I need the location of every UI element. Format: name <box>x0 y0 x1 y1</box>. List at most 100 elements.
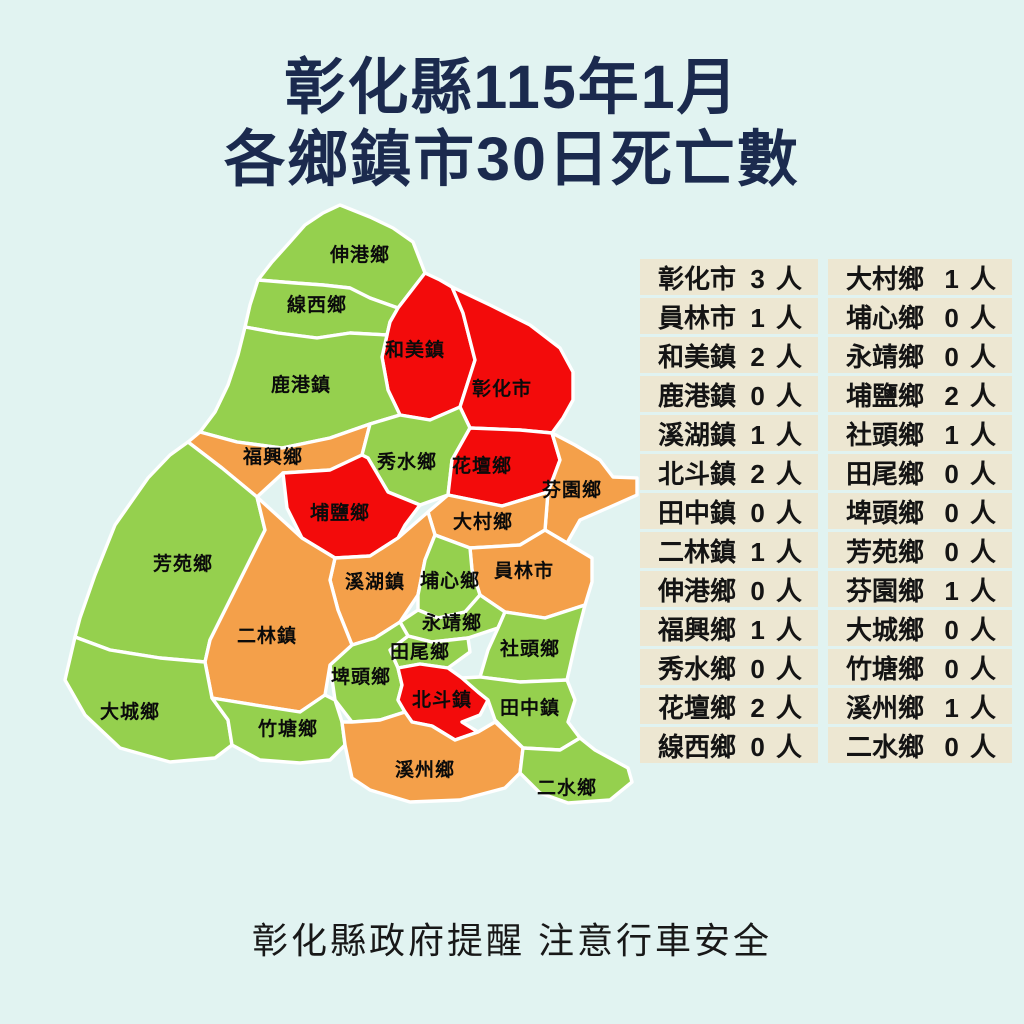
map-label-dacheng: 大城鄉 <box>100 700 160 723</box>
death-count: 0 人 <box>750 731 804 762</box>
death-count: 0 人 <box>944 341 998 372</box>
township-name: 二水鄉 <box>846 731 925 762</box>
map-label-zhutang: 竹塘鄉 <box>257 717 318 740</box>
map-label-shetou: 社頭鄉 <box>499 637 560 660</box>
map-region-ershui <box>518 736 634 805</box>
township-name: 大城鄉 <box>846 614 925 645</box>
map-label-lugang: 鹿港鎮 <box>271 373 331 396</box>
township-name: 大村鄉 <box>846 263 925 294</box>
township-name: 北斗鎮 <box>658 458 737 489</box>
death-count: 1 人 <box>944 263 998 294</box>
table-cell-溪湖鎮: 溪湖鎮 1 人 <box>640 415 818 451</box>
map-label-yuanlin: 員林市 <box>494 559 554 582</box>
table-cell-彰化市: 彰化市 3 人 <box>640 259 818 295</box>
death-count: 0 人 <box>750 380 804 411</box>
map-label-tianzhong: 田中鎮 <box>500 696 560 719</box>
township-name: 彰化市 <box>658 263 737 294</box>
township-name: 溪湖鎮 <box>658 419 737 450</box>
township-name: 埤頭鄉 <box>846 497 925 528</box>
map-label-shengang: 伸港鄉 <box>329 243 390 266</box>
death-count: 0 人 <box>944 731 998 762</box>
table-cell-大村鄉: 大村鄉 1 人 <box>828 259 1012 295</box>
map-region-zhanghua <box>450 285 575 435</box>
table-cell-二水鄉: 二水鄉 0 人 <box>828 727 1012 763</box>
township-name: 永靖鄉 <box>846 341 925 372</box>
table-cell-員林市: 員林市 1 人 <box>640 298 818 334</box>
map-label-xihu: 溪湖鎮 <box>345 570 405 593</box>
death-count: 0 人 <box>944 458 998 489</box>
death-count: 1 人 <box>944 419 998 450</box>
death-count: 0 人 <box>944 614 998 645</box>
table-cell-北斗鎮: 北斗鎮 2 人 <box>640 454 818 490</box>
table-cell-秀水鄉: 秀水鄉 0 人 <box>640 649 818 685</box>
township-name: 芳苑鄉 <box>846 536 925 567</box>
township-name: 社頭鄉 <box>846 419 925 450</box>
township-name: 田中鎮 <box>658 497 737 528</box>
table-cell-大城鄉: 大城鄉 0 人 <box>828 610 1012 646</box>
death-count: 2 人 <box>750 692 804 723</box>
map-label-fangyuan: 芳苑鄉 <box>153 552 213 575</box>
page-title: 彰化縣115年1月 各鄉鎮市30日死亡數 <box>0 52 1024 196</box>
table-cell-伸港鄉: 伸港鄉 0 人 <box>640 571 818 607</box>
table-cell-田中鎮: 田中鎮 0 人 <box>640 493 818 529</box>
map-label-erlin: 二林鎮 <box>237 624 297 647</box>
township-name: 竹塘鄉 <box>846 653 925 684</box>
table-cell-竹塘鄉: 竹塘鄉 0 人 <box>828 649 1012 685</box>
death-count: 0 人 <box>944 302 998 333</box>
death-count: 0 人 <box>750 653 804 684</box>
death-count-table: 彰化市 3 人大村鄉 1 人員林市 1 人埔心鄉 0 人和美鎮 2 人永靖鄉 0 人鹿港鎮 0… <box>640 259 1012 763</box>
table-cell-社頭鄉: 社頭鄉 1 人 <box>828 415 1012 451</box>
township-name: 埔心鄉 <box>846 302 925 333</box>
township-name: 芬園鄉 <box>846 575 925 606</box>
table-cell-溪州鄉: 溪州鄉 1 人 <box>828 688 1012 724</box>
township-name: 秀水鄉 <box>658 653 737 684</box>
table-cell-埔心鄉: 埔心鄉 0 人 <box>828 298 1012 334</box>
map-label-ershui: 二水鄉 <box>537 776 597 799</box>
death-count: 0 人 <box>944 497 998 528</box>
county-map: 伸港鄉線西鄉和美鎮彰化市 鹿港鎮福興鄉 秀水鄉 花壇鄉芬園鄉埔鹽鄉 大村鄉員林市 溪湖鎮埔… <box>63 203 639 805</box>
death-count: 1 人 <box>944 692 998 723</box>
table-cell-線西鄉: 線西鄉 0 人 <box>640 727 818 763</box>
map-label-puxin: 埔心鄉 <box>420 569 480 592</box>
township-name: 員林市 <box>658 302 737 333</box>
township-name: 二林鎮 <box>658 536 737 567</box>
table-cell-二林鎮: 二林鎮 1 人 <box>640 532 818 568</box>
township-name: 伸港鄉 <box>658 575 737 606</box>
death-count: 2 人 <box>944 380 998 411</box>
map-label-tianwei: 田尾鄉 <box>390 640 450 663</box>
map-label-zhanghua: 彰化市 <box>472 377 532 400</box>
death-count: 0 人 <box>750 497 804 528</box>
map-label-pitou: 埤頭鄉 <box>331 665 391 688</box>
map-label-fenyuan: 芬園鄉 <box>541 478 602 501</box>
map-label-dacun: 大村鄉 <box>453 510 513 533</box>
township-name: 田尾鄉 <box>846 458 925 489</box>
death-count: 1 人 <box>750 614 804 645</box>
death-count: 1 人 <box>750 302 804 333</box>
footer-reminder: 彰化縣政府提醒 注意行車安全 <box>251 920 772 961</box>
death-count: 1 人 <box>750 536 804 567</box>
map-label-huatan: 花壇鄉 <box>452 454 512 477</box>
table-cell-埤頭鄉: 埤頭鄉 0 人 <box>828 493 1012 529</box>
township-name: 線西鄉 <box>658 731 737 762</box>
death-count: 0 人 <box>750 575 804 606</box>
table-cell-福興鄉: 福興鄉 1 人 <box>640 610 818 646</box>
table-cell-花壇鄉: 花壇鄉 2 人 <box>640 688 818 724</box>
death-count: 1 人 <box>750 419 804 450</box>
table-cell-和美鎮: 和美鎮 2 人 <box>640 337 818 373</box>
table-cell-芬園鄉: 芬園鄉 1 人 <box>828 571 1012 607</box>
map-region-xizhou <box>340 710 525 804</box>
map-label-beidou: 北斗鎮 <box>412 688 472 711</box>
death-count: 0 人 <box>944 536 998 567</box>
table-cell-鹿港鎮: 鹿港鎮 0 人 <box>640 376 818 412</box>
township-name: 花壇鄉 <box>658 692 737 723</box>
map-label-xiushui: 秀水鄉 <box>376 450 437 473</box>
map-label-hemei: 和美鎮 <box>385 338 445 361</box>
table-cell-永靖鄉: 永靖鄉 0 人 <box>828 337 1012 373</box>
map-label-yongjing: 永靖鄉 <box>421 611 482 634</box>
township-name: 和美鎮 <box>658 341 737 372</box>
death-count: 2 人 <box>750 341 804 372</box>
township-name: 福興鄉 <box>658 614 737 645</box>
township-name: 埔鹽鄉 <box>846 380 925 411</box>
death-count: 3 人 <box>750 263 804 294</box>
